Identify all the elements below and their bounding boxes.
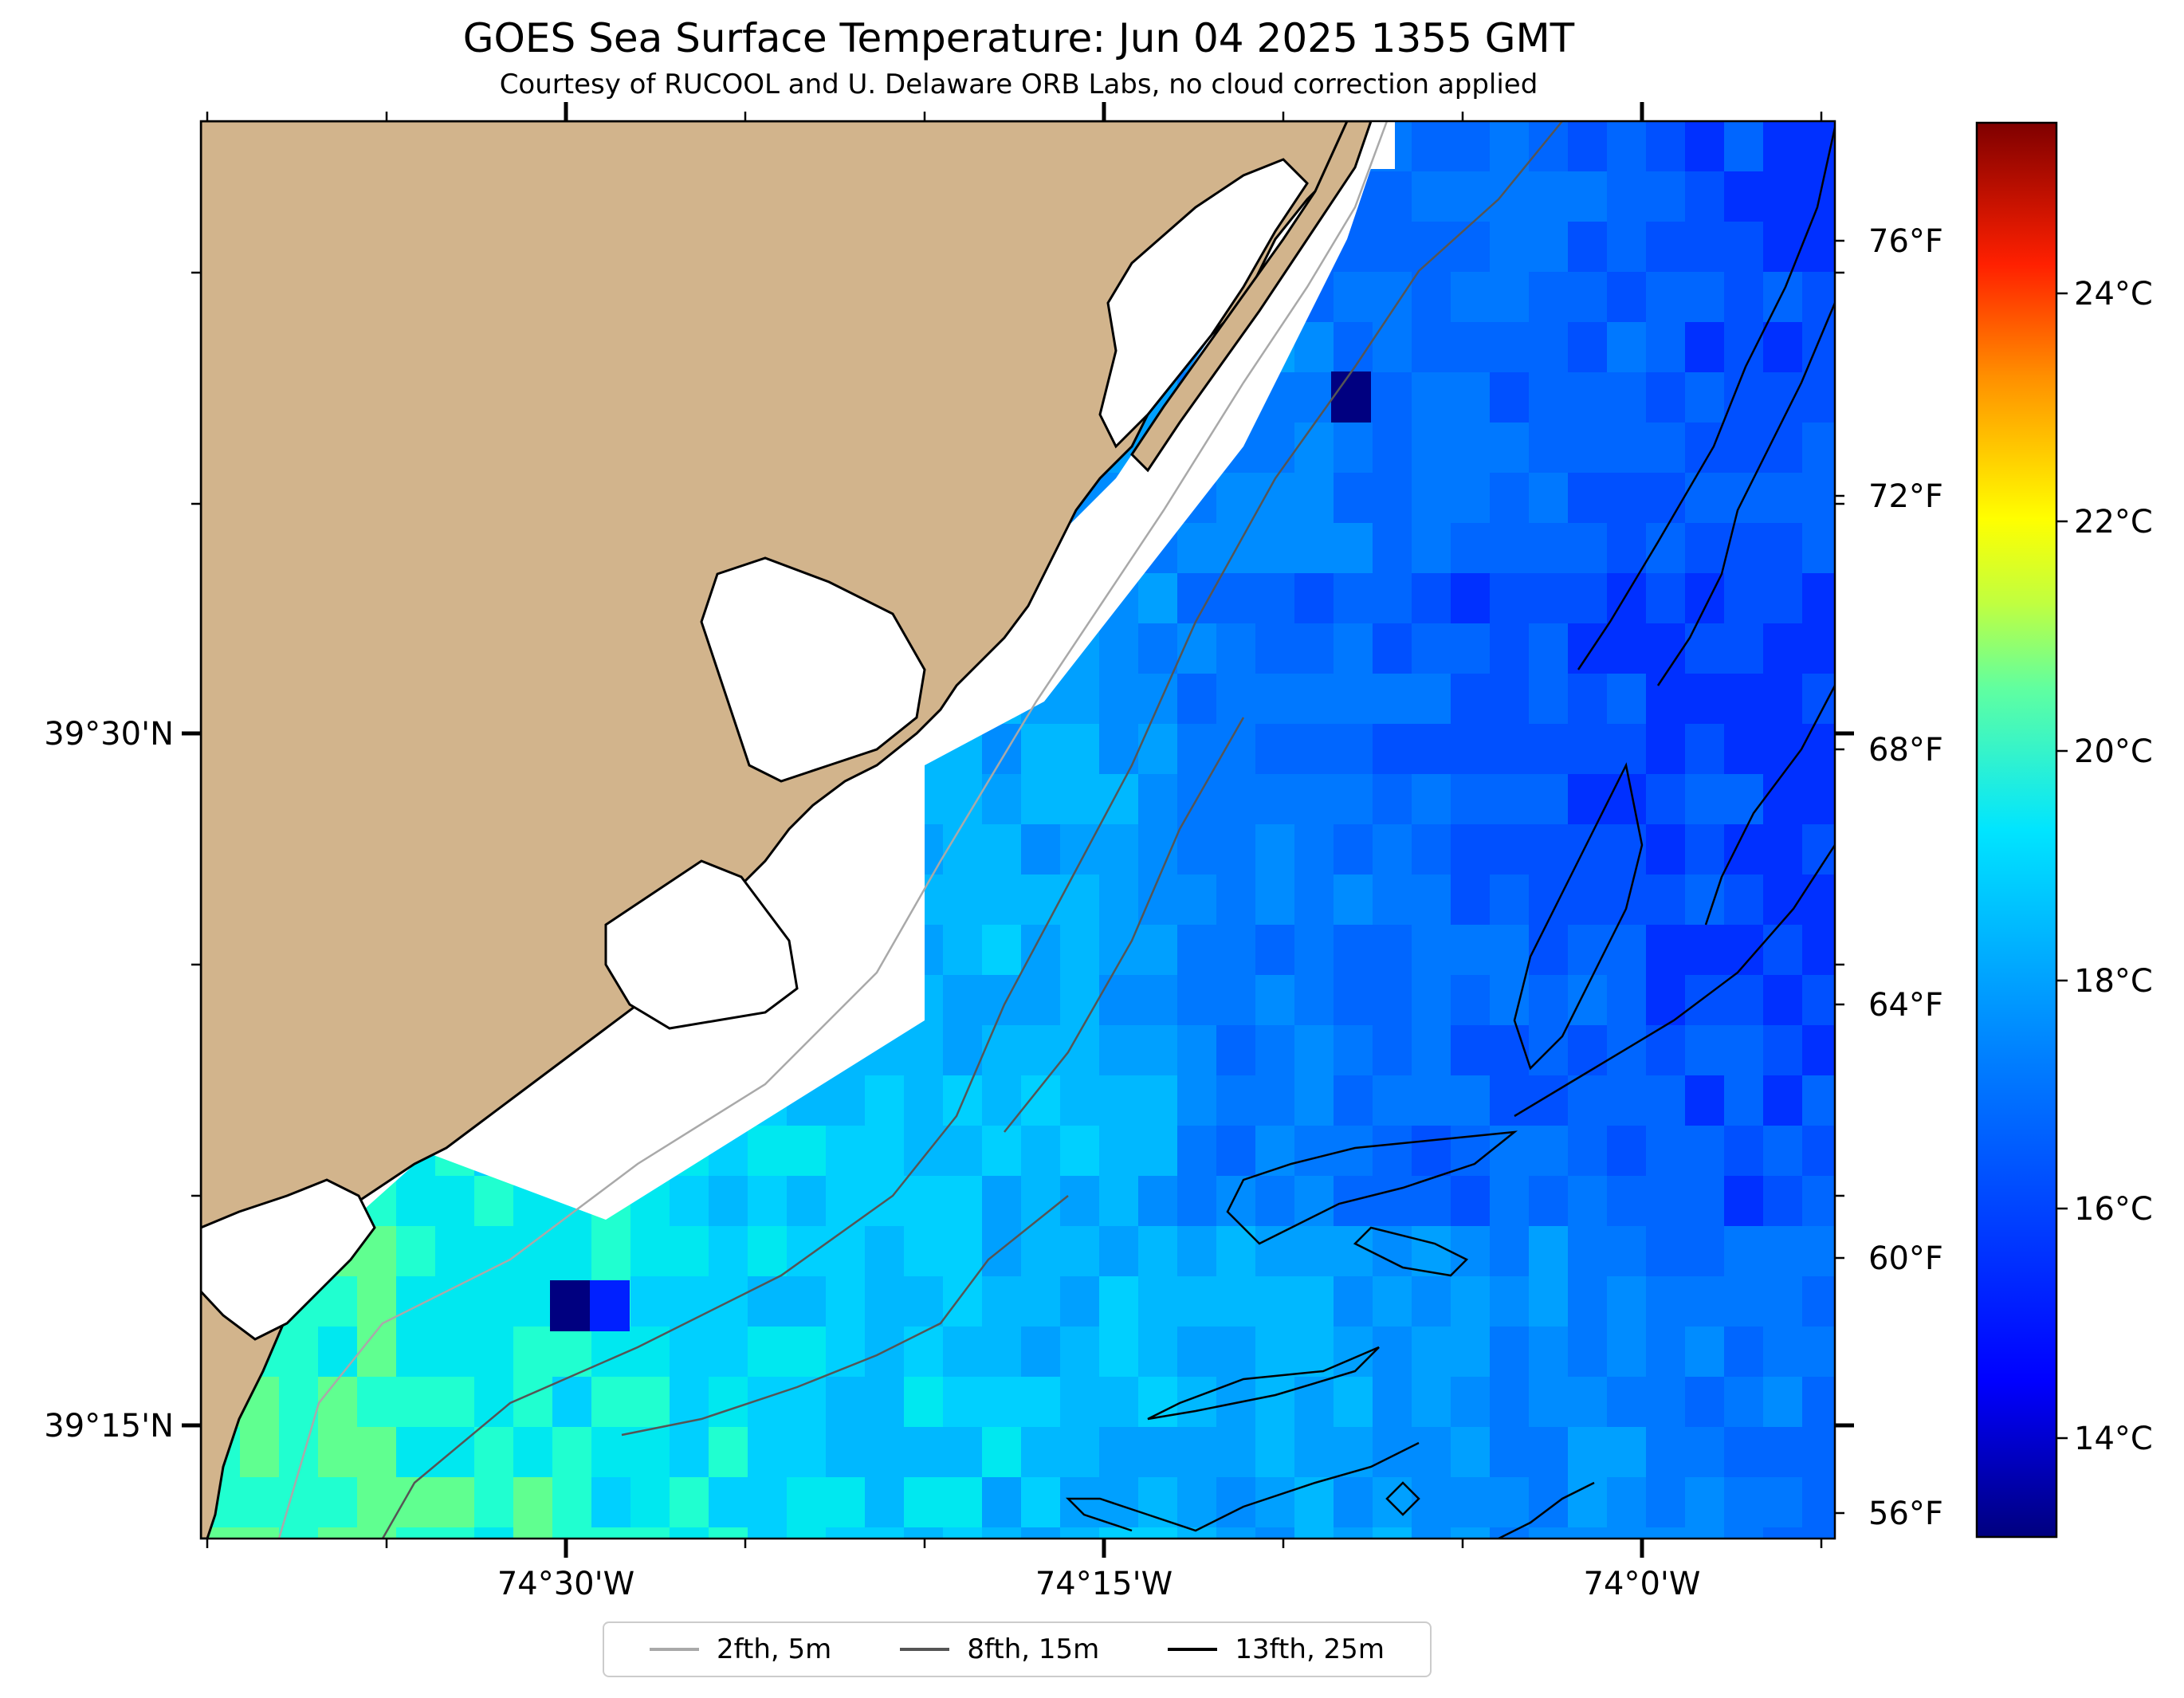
legend-label: 2fth, 5m	[717, 1633, 832, 1665]
map-frame	[199, 120, 1836, 1540]
legend-line-icon	[1168, 1648, 1218, 1651]
x-tick-label: 74°30'W	[497, 1566, 634, 1602]
contour-legend: 2fth, 5m 8fth, 15m 13fth, 25m	[603, 1621, 1432, 1677]
bay-great-bay	[700, 556, 926, 783]
f-tick-label: 68°F	[1868, 732, 1943, 768]
legend-item-2fth: 2fth, 5m	[650, 1633, 831, 1665]
axis-ticks	[182, 102, 1854, 1558]
bay-barnegat	[1098, 158, 1309, 449]
c-tick-label: 16°C	[2074, 1191, 2153, 1228]
f-tick-label: 56°F	[1868, 1496, 1943, 1532]
c-tick-label: 22°C	[2074, 504, 2153, 540]
contour-2fth	[277, 121, 1389, 1539]
legend-item-8fth: 8fth, 15m	[900, 1633, 1099, 1665]
y-tick-label: 39°30'N	[44, 716, 174, 753]
colorbar-gradient	[1975, 121, 2058, 1539]
legend-label: 8fth, 15m	[967, 1633, 1100, 1665]
c-tick-label: 14°C	[2074, 1421, 2153, 1457]
bathymetry-contours	[277, 121, 1835, 1539]
legend-line-icon	[650, 1648, 700, 1651]
map-panel	[199, 120, 1836, 1540]
fahrenheit-axis: 76°F 72°F 68°F 64°F 60°F 56°F	[1835, 223, 1943, 1532]
legend-item-13fth: 13fth, 25m	[1168, 1633, 1385, 1665]
f-tick-label: 72°F	[1868, 478, 1943, 515]
f-tick-label: 60°F	[1868, 1240, 1943, 1277]
c-tick-label: 18°C	[2074, 963, 2153, 1000]
c-tick-label: 20°C	[2074, 733, 2153, 770]
contour-8fth	[381, 121, 1563, 1539]
c-tick-label: 24°C	[2074, 276, 2153, 312]
x-tick-label: 74°0'W	[1584, 1566, 1701, 1602]
nodata-area	[201, 121, 1387, 1539]
barrier-island	[1130, 121, 1373, 473]
map-subtitle: Courtesy of RUCOOL and U. Delaware ORB L…	[499, 69, 1538, 100]
y-tick-label: 39°15'N	[44, 1408, 174, 1444]
contour-13fth	[1577, 127, 1835, 670]
map-title: GOES Sea Surface Temperature: Jun 04 202…	[462, 15, 1575, 61]
colorbar: 24°C 22°C 20°C 18°C 16°C 14°C	[1975, 121, 2153, 1539]
legend-label: 13fth, 25m	[1235, 1633, 1385, 1665]
f-tick-label: 76°F	[1868, 223, 1943, 260]
x-tick-label: 74°15'W	[1035, 1566, 1173, 1602]
bay-absecon	[604, 859, 799, 1030]
bay-south	[201, 1178, 376, 1341]
f-tick-label: 64°F	[1868, 987, 1943, 1024]
legend-line-icon	[900, 1648, 950, 1651]
